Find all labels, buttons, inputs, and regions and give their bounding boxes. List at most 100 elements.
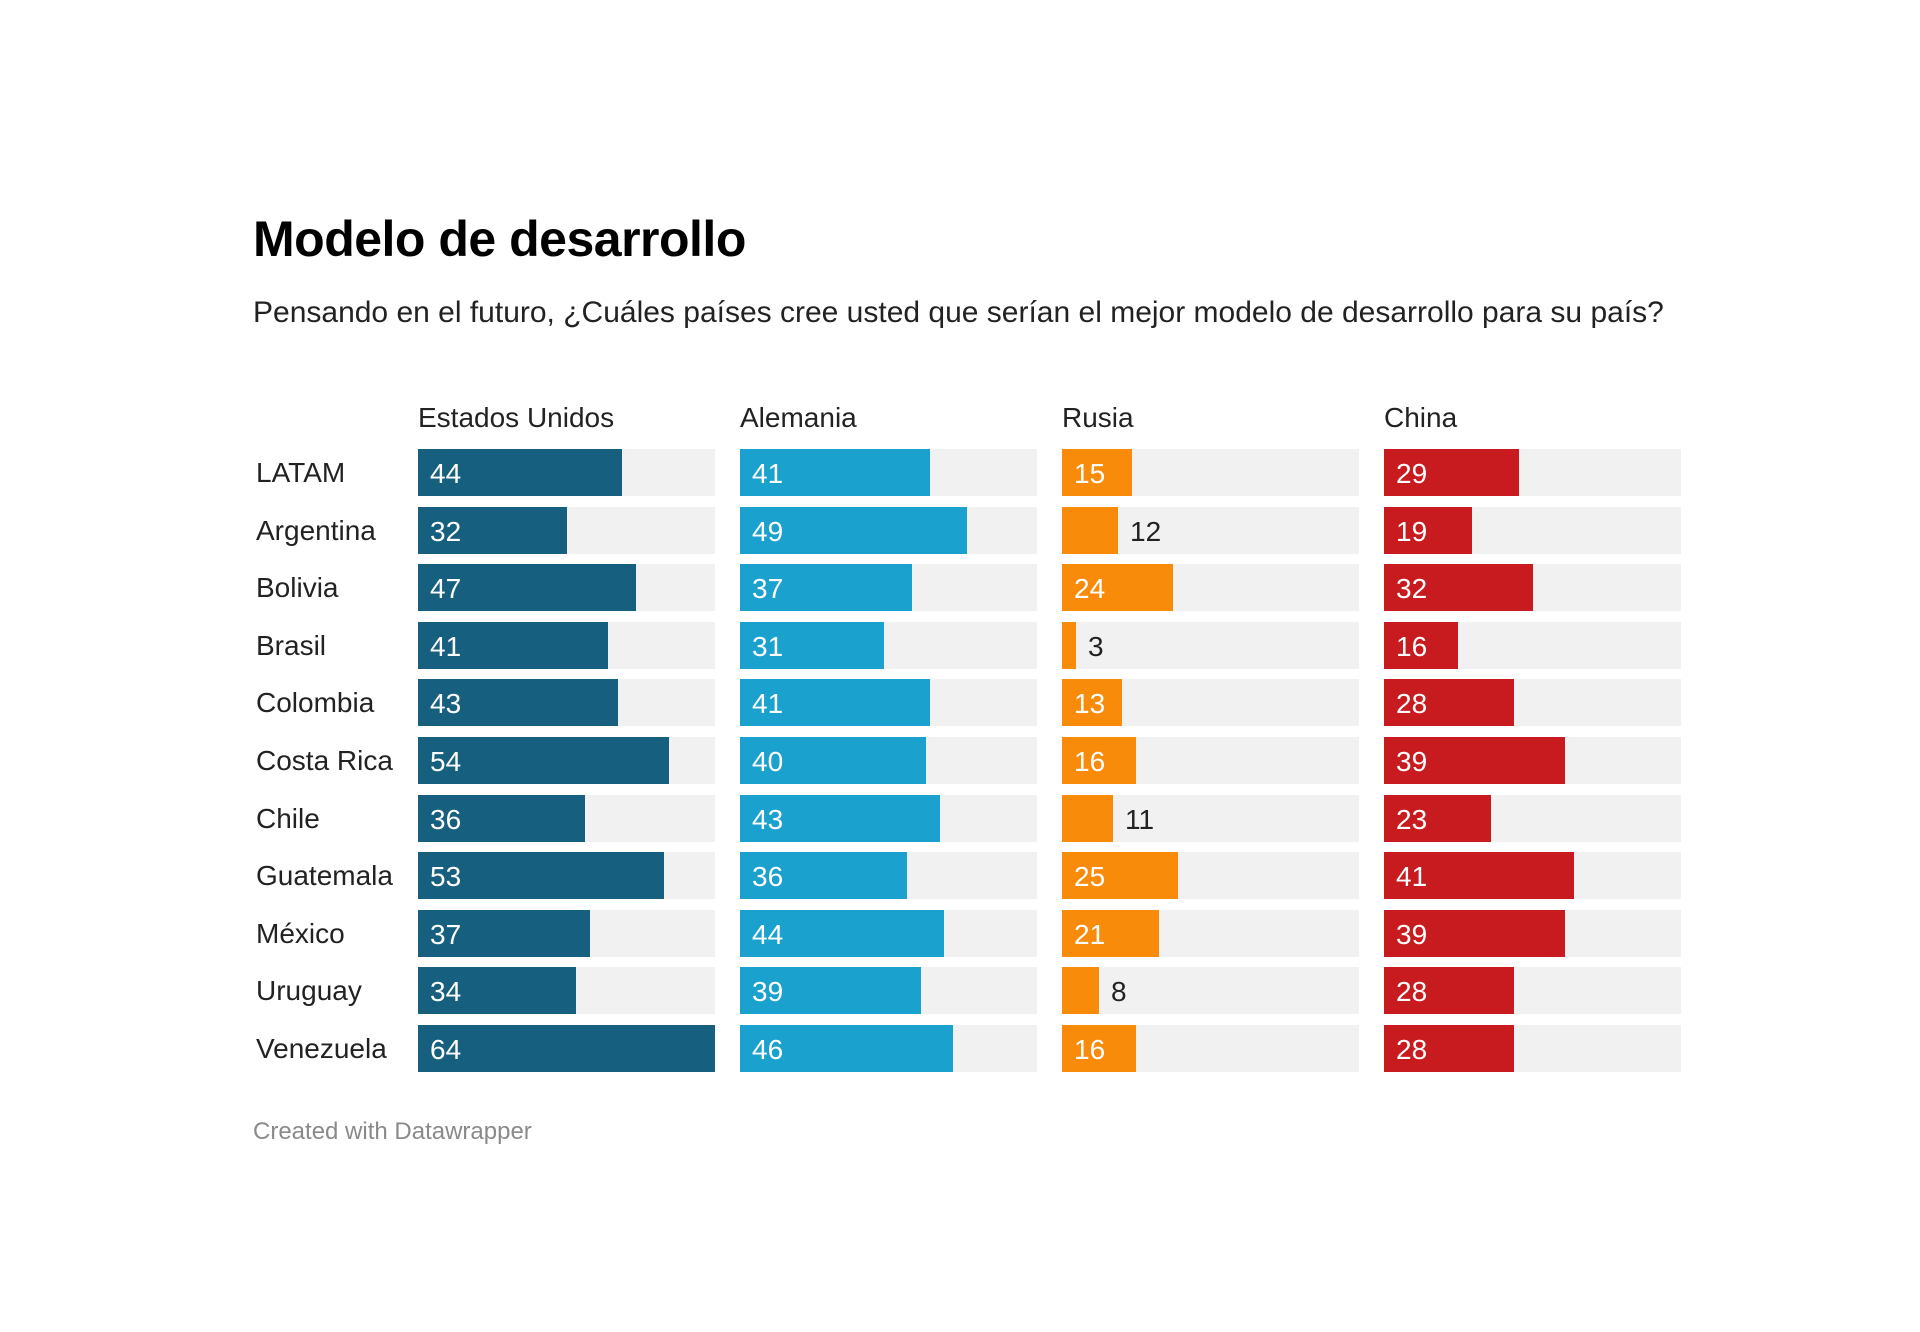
chart-title: Modelo de desarrollo (253, 211, 746, 267)
row-label-venezuela: Venezuela (256, 1033, 387, 1064)
bar-rusia-argentina (1062, 506, 1118, 554)
row-label-argentina: Argentina (256, 514, 376, 546)
value-label: 13 (1074, 688, 1106, 720)
value-label: 28 (1396, 688, 1428, 720)
value-label: 21 (1074, 918, 1106, 950)
value-label: 54 (430, 746, 462, 777)
value-label: 36 (752, 861, 784, 893)
bar-rusia-colombia (1062, 679, 1122, 727)
value-label: 15 (1074, 458, 1106, 489)
bar-alemania-costa-rica (740, 737, 926, 784)
value-label: 16 (1074, 1034, 1106, 1065)
bar-alemania-chile (740, 794, 940, 842)
bar-china-argentina (1384, 506, 1472, 554)
value-label: 41 (1396, 861, 1428, 893)
value-label: 41 (752, 458, 784, 489)
bar-china-mexico (1384, 909, 1565, 957)
bar-estados-unidos-chile (418, 794, 585, 842)
bar-alemania-colombia (740, 679, 930, 727)
value-label: 40 (752, 746, 784, 777)
bar-rusia-mexico (1062, 909, 1159, 957)
row-label-costa-rica: Costa Rica (256, 745, 393, 776)
bar-estados-unidos-colombia (418, 679, 618, 727)
bar-rusia-venezuela (1062, 1025, 1136, 1072)
value-label: 23 (1396, 803, 1428, 835)
bar-estados-unidos-mexico (418, 909, 590, 957)
bar-alemania-bolivia (740, 564, 912, 612)
value-label: 8 (1111, 976, 1127, 1008)
bar-track (1062, 621, 1359, 669)
value-label: 41 (752, 688, 784, 720)
value-label: 39 (752, 976, 784, 1008)
row-label-guatemala: Guatemala (256, 860, 393, 892)
bar-china-colombia (1384, 679, 1514, 727)
row-label-bolivia: Bolivia (256, 572, 339, 604)
value-label: 25 (1074, 861, 1106, 893)
bar-estados-unidos-brasil (418, 621, 608, 669)
datawrapper-credit: Created with Datawrapper (253, 1118, 532, 1145)
bar-rusia-uruguay (1062, 967, 1099, 1015)
bar-estados-unidos-latam (418, 449, 622, 496)
bar-alemania-guatemala (740, 852, 907, 900)
value-label: 44 (430, 458, 462, 489)
bar-china-venezuela (1384, 1025, 1514, 1072)
chart-subtitle: Pensando en el futuro, ¿Cuáles países cr… (253, 296, 1664, 329)
value-label: 12 (1130, 515, 1162, 547)
bar-alemania-venezuela (740, 1025, 953, 1072)
value-label: 29 (1396, 458, 1428, 489)
value-label: 36 (430, 803, 462, 835)
value-label: 64 (430, 1034, 462, 1065)
value-label: 44 (752, 918, 784, 950)
value-label: 43 (752, 803, 784, 835)
column-header-alemania: Alemania (740, 402, 857, 433)
value-label: 24 (1074, 573, 1106, 605)
value-label: 31 (752, 630, 784, 662)
row-label-chile: Chile (256, 802, 320, 834)
value-label: 49 (752, 515, 784, 547)
value-label: 16 (1074, 746, 1106, 777)
value-label: 39 (1396, 918, 1428, 950)
bar-china-uruguay (1384, 967, 1514, 1015)
bar-rusia-brasil (1062, 621, 1076, 669)
bar-rusia-costa-rica (1062, 737, 1136, 784)
value-label: 28 (1396, 1034, 1428, 1065)
value-label: 43 (430, 688, 462, 720)
bar-china-costa-rica (1384, 737, 1565, 784)
value-label: 11 (1125, 803, 1155, 835)
bar-alemania-latam (740, 449, 930, 496)
bar-china-chile (1384, 794, 1491, 842)
bar-estados-unidos-guatemala (418, 852, 664, 900)
bar-rusia-latam (1062, 449, 1132, 496)
value-label: 53 (430, 861, 462, 893)
bar-estados-unidos-bolivia (418, 564, 636, 612)
bar-china-latam (1384, 449, 1519, 496)
value-label: 32 (1396, 573, 1428, 605)
bar-rusia-guatemala (1062, 852, 1178, 900)
value-label: 37 (752, 573, 784, 605)
column-header-estados-unidos: Estados Unidos (418, 402, 615, 433)
value-label: 19 (1396, 515, 1428, 547)
bar-estados-unidos-uruguay (418, 967, 576, 1015)
bar-alemania-mexico (740, 909, 944, 957)
row-label-latam: LATAM (256, 457, 346, 488)
row-label-mexico: México (256, 917, 345, 949)
column-header-rusia: Rusia (1062, 402, 1134, 433)
value-label: 37 (430, 918, 462, 950)
bar-china-bolivia (1384, 564, 1533, 612)
row-label-uruguay: Uruguay (256, 975, 362, 1007)
bar-alemania-uruguay (740, 967, 921, 1015)
value-label: 34 (430, 976, 462, 1008)
bar-estados-unidos-argentina (418, 506, 567, 554)
bar-china-guatemala (1384, 852, 1574, 900)
value-label: 47 (430, 573, 462, 605)
bar-estados-unidos-venezuela (418, 1025, 715, 1072)
bar-china-brasil (1384, 621, 1458, 669)
value-label: 3 (1088, 630, 1104, 662)
value-label: 32 (430, 515, 462, 547)
value-label: 28 (1396, 976, 1428, 1008)
row-label-brasil: Brasil (256, 629, 327, 661)
bar-rusia-bolivia (1062, 564, 1173, 612)
value-label: 16 (1396, 630, 1428, 662)
bar-track (1062, 967, 1359, 1015)
